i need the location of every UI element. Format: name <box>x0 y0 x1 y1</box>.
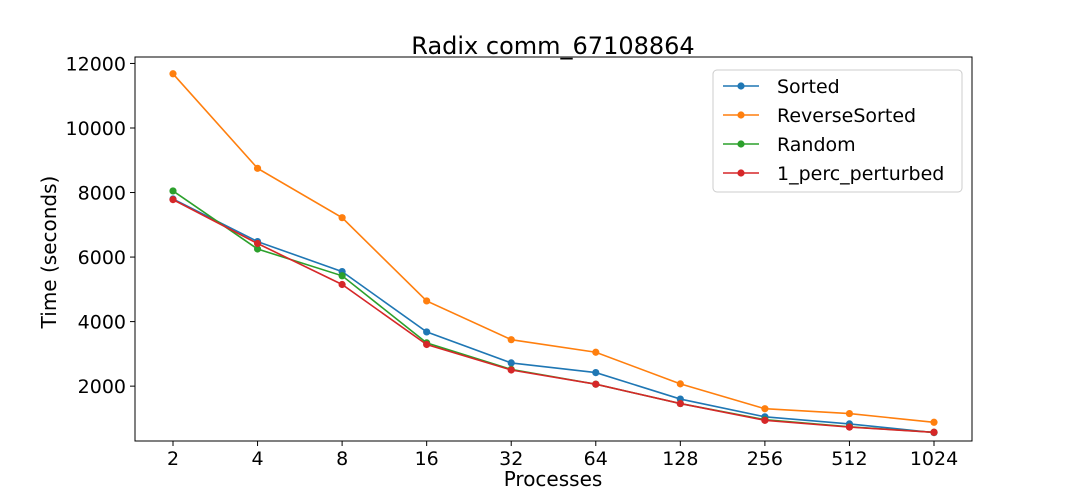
data-point-reversesorted <box>338 214 346 222</box>
legend: Sorted ReverseSorted Random 1_perc_perturbe… <box>712 69 963 193</box>
data-point-sorted <box>423 328 431 336</box>
legend-label-random: Random <box>777 134 856 156</box>
legend-marker-1-perc-perturbed <box>737 169 745 177</box>
x-tick-label: 1024 <box>910 448 958 470</box>
series-line-reversesorted <box>172 73 935 424</box>
y-tick-label: 8000 <box>78 183 126 205</box>
chart-title: Radix comm_67108864 <box>411 32 694 60</box>
data-point-reversesorted <box>169 70 177 78</box>
x-tick-label: 32 <box>499 448 523 470</box>
data-point-1-perc-perturbed <box>169 196 177 204</box>
legend-marker-random <box>737 140 745 148</box>
x-axis-label: Processes <box>504 467 603 491</box>
data-point-1-perc-perturbed <box>507 366 515 374</box>
data-point-reversesorted <box>845 409 854 418</box>
y-tick-label: 6000 <box>78 247 126 269</box>
legend-marker-sorted <box>737 82 745 90</box>
data-point-1-perc-perturbed <box>845 423 854 431</box>
x-tick-label: 16 <box>415 448 439 470</box>
axes: 2 4 8 16 32 64 128 256 512 1024 2000 4000 6000 8000 10… <box>66 53 973 470</box>
data-point-reversesorted <box>930 418 938 426</box>
legend-label-reversesorted: ReverseSorted <box>777 105 916 127</box>
data-point-1-perc-perturbed <box>676 399 684 408</box>
data-point-1-perc-perturbed <box>253 239 262 248</box>
data-point-1-perc-perturbed <box>338 280 346 289</box>
series-line-random <box>172 190 935 434</box>
series-line-1-perc-perturbed <box>172 198 935 434</box>
x-tick-label: 256 <box>747 448 783 470</box>
legend-box <box>712 69 963 193</box>
x-tick-label: 128 <box>662 448 698 470</box>
data-point-random <box>338 272 346 280</box>
y-tick-label: 2000 <box>78 376 126 398</box>
plot-area <box>169 70 938 437</box>
data-point-reversesorted <box>761 405 769 413</box>
data-point-1-perc-perturbed <box>761 416 769 424</box>
data-point-reversesorted <box>253 164 262 172</box>
plot-frame <box>134 56 973 442</box>
legend-label-1-perc-perturbed: 1_perc_perturbed <box>777 163 944 185</box>
x-tick-label: 512 <box>831 448 867 470</box>
series-line-sorted <box>172 198 935 434</box>
data-point-reversesorted <box>676 380 684 388</box>
data-point-random <box>169 187 177 195</box>
legend-marker-reversesorted <box>737 111 745 119</box>
data-point-sorted <box>592 368 600 377</box>
data-point-sorted <box>507 359 515 367</box>
data-point-1-perc-perturbed <box>423 340 431 349</box>
x-tick-label: 8 <box>336 448 348 470</box>
y-axis-label: Time (seconds) <box>37 176 61 330</box>
x-tick-label: 64 <box>584 448 608 470</box>
y-tick-label: 12000 <box>66 53 126 75</box>
data-point-reversesorted <box>423 297 431 305</box>
data-point-reversesorted <box>592 348 600 356</box>
x-tick-label: 2 <box>167 448 179 470</box>
y-tick-label: 10000 <box>66 118 126 140</box>
data-point-1-perc-perturbed <box>592 380 600 388</box>
y-tick-label: 4000 <box>78 312 126 334</box>
data-point-reversesorted <box>507 336 515 344</box>
x-tick-label: 4 <box>252 448 264 470</box>
data-point-random <box>253 245 262 253</box>
data-point-1-perc-perturbed <box>930 428 938 436</box>
legend-label-sorted: Sorted <box>777 76 840 98</box>
